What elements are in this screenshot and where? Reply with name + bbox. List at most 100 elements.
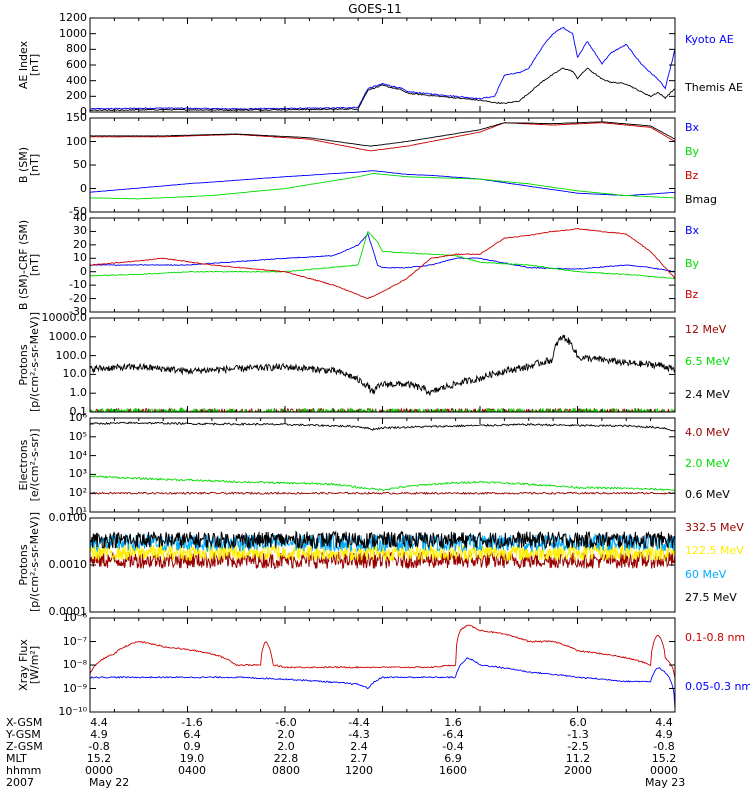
y-tick-label: 0 [80, 181, 87, 195]
legend-entry: Bz [685, 288, 699, 301]
y-tick-label: 10⁻⁸ [62, 658, 87, 671]
series-xray-0 [90, 624, 675, 678]
y-axis-label-unit: [p/(cm²-s-sr-MeV)] [28, 312, 41, 412]
panel-frame-ae [89, 17, 676, 113]
series-b-0 [90, 170, 675, 197]
legend-entry: 2.4 MeV [685, 388, 730, 401]
panel-frame-b [89, 117, 676, 213]
y-tick-label: 10⁻¹⁰ [58, 705, 87, 718]
ephemeris-row-label: Y-GSM [6, 728, 41, 741]
y-axis-label: B (SM)-CRF (SM) [nT] [17, 218, 42, 312]
ephemeris-value: 6.4 [183, 728, 201, 741]
ephemeris-value: 0.9 [183, 740, 201, 753]
legend-entry: 332.5 MeV [685, 521, 744, 534]
ephemeris-value: 2.0 [277, 728, 295, 741]
y-tick-label: 10¹ [68, 505, 87, 518]
legend-entry: 4.0 MeV [685, 426, 730, 439]
legend-entry: 60 MeV [685, 568, 727, 581]
y-tick-label: 0 [80, 264, 87, 278]
y-tick-label: 0.1 [69, 405, 88, 418]
y-tick-label: 10² [68, 486, 87, 500]
ephemeris-value: 4.9 [655, 728, 673, 741]
ephemeris-value: 0800 [272, 764, 300, 777]
ephemeris-value: 2.0 [277, 740, 295, 753]
ephemeris-value: 15.2 [86, 752, 112, 765]
ephemeris-row-label: MLT [6, 752, 27, 765]
ephemeris-value: 6.0 [569, 716, 587, 729]
y-axis-label-unit: [nT] [28, 253, 41, 277]
ephemeris-value: 1200 [345, 764, 373, 777]
y-tick-label: 0.0100 [48, 511, 88, 524]
y-tick-label: 10⁴ [68, 448, 87, 462]
series-electrons-0 [90, 491, 675, 495]
y-axis-label: Protons [p/(cm²-s-sr-MeV)] [17, 312, 42, 412]
y-axis-label: B (SM) [nT] [17, 118, 42, 212]
ephemeris-value: -0.8 [653, 740, 675, 753]
y-tick-label: 1000 [59, 26, 87, 40]
y-tick-label: 10⁻⁶ [62, 611, 87, 624]
series-bdiff-0 [90, 232, 675, 273]
ephemeris-value: -4.3 [348, 728, 370, 741]
y-tick-label: 400 [66, 73, 87, 87]
ephemeris-value: 1.6 [444, 716, 462, 729]
panel-frame-xray [89, 617, 676, 713]
ephemeris-row-label: hhmm [6, 764, 42, 777]
legend-entry: 0.6 MeV [685, 488, 730, 501]
series-b-3 [90, 121, 675, 147]
y-tick-label: 10³ [68, 467, 87, 481]
ephemeris-value: 0400 [178, 764, 206, 777]
series-hiprotons-0 [90, 551, 675, 570]
y-tick-label: 10 [73, 251, 87, 265]
y-axis-label: AE Index [nT] [17, 18, 42, 112]
ephemeris-year: 2007 [6, 776, 34, 789]
ephemeris-value: -0.8 [88, 740, 110, 753]
ephemeris-value: -4.4 [348, 716, 370, 729]
y-tick-label: -30 [69, 305, 87, 318]
y-tick-label: 10⁶ [68, 411, 87, 424]
ephemeris-value: 1600 [439, 764, 467, 777]
ephemeris-value: 4.4 [655, 716, 673, 729]
ephemeris-value: -6.0 [275, 716, 297, 729]
ephemeris-value: 22.8 [273, 752, 299, 765]
ephemeris-value: 0000 [85, 764, 113, 777]
legend-entry: Kyoto AE [685, 33, 734, 46]
panel-frame-protons [89, 317, 676, 413]
y-tick-label: -10 [69, 278, 87, 292]
ephemeris-value: 15.2 [651, 752, 677, 765]
series-bdiff-1 [90, 230, 675, 280]
legend-entry: 12 MeV [685, 323, 727, 336]
panel-frame-electrons [89, 417, 676, 513]
series-protons-2 [90, 334, 675, 396]
ephemeris-row-label: X-GSM [6, 716, 43, 729]
y-tick-label: 0 [80, 105, 87, 118]
series-b-2 [90, 122, 675, 152]
series-hiprotons-3 [90, 530, 675, 550]
y-tick-label: 10⁻⁷ [62, 634, 87, 648]
y-axis-label-unit: [nT] [28, 153, 41, 177]
y-axis-label-unit: [nT] [28, 53, 41, 77]
y-tick-label: 50 [73, 158, 87, 171]
legend-entry: 2.0 MeV [685, 457, 730, 470]
y-tick-label: 1000.0 [48, 329, 88, 343]
ephemeris-value: 2.7 [350, 752, 368, 765]
legend-entry: Themis AE [685, 81, 743, 94]
y-tick-label: -50 [69, 205, 87, 218]
y-tick-label: 200 [66, 89, 87, 103]
y-tick-label: -20 [69, 291, 87, 305]
ephemeris-value: -0.4 [442, 740, 464, 753]
ephemeris-value: 0000 [650, 764, 678, 777]
legend-entry: By [685, 257, 700, 270]
y-tick-label: 1.0 [69, 386, 88, 400]
ephemeris-date-start: May 22 [89, 776, 130, 789]
y-tick-label: 800 [66, 42, 87, 56]
legend-entry: 27.5 MeV [685, 591, 737, 604]
ephemeris-value: 4.9 [90, 728, 108, 741]
ephemeris-value: -1.6 [181, 716, 203, 729]
series-electrons-1 [90, 475, 675, 492]
y-axis-label: Protons [p/(cm²-s-sr-MeV)] [17, 512, 42, 612]
y-tick-label: 20 [73, 237, 87, 251]
y-axis-label-unit: [e/(cm²-s-sr)] [28, 428, 41, 502]
legend-entry: Bmag [685, 193, 717, 206]
legend-entry: By [685, 145, 700, 158]
